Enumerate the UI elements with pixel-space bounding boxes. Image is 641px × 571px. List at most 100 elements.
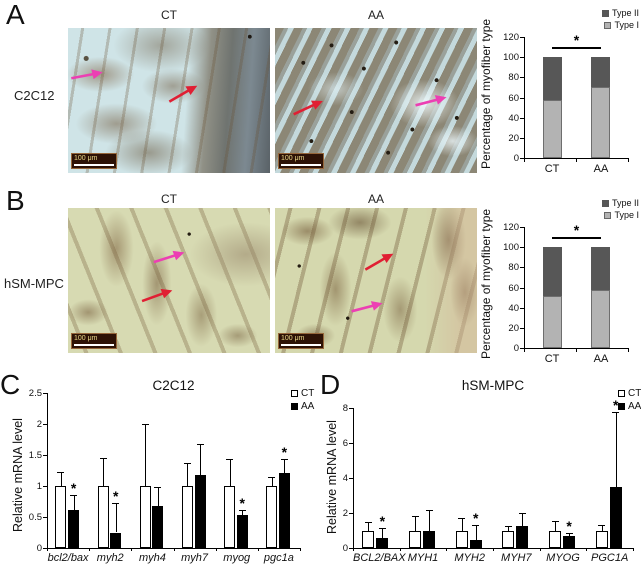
y-tick-label: 0.5: [28, 512, 42, 523]
x-tick-label: PGC1A: [591, 552, 629, 564]
stacked-bar-segment-type-ii: [591, 57, 611, 88]
bar-aa: [563, 535, 576, 548]
x-tick-label: myh4: [138, 552, 166, 564]
panel-c-label: C: [0, 369, 21, 400]
row-label-c2c12: C2C12: [14, 88, 55, 103]
y-tick-mark: [43, 486, 47, 487]
stacked-bar-segment-type-i: [542, 295, 562, 348]
bar-aa: [110, 532, 122, 548]
error-bar: [569, 533, 571, 536]
y-tick-mark: [520, 77, 524, 79]
error-bar: [115, 503, 117, 533]
y-tick-label: 60: [508, 92, 519, 104]
error-bar-cap: [551, 520, 559, 522]
significance-asterisk: *: [612, 396, 619, 413]
scale-bar: 100 μm: [71, 333, 117, 349]
bar-aa: [609, 486, 622, 548]
error-bar: [461, 518, 463, 531]
significance-asterisk: *: [379, 512, 386, 529]
bar-ct: [502, 530, 515, 548]
scale-bar-line: [281, 344, 321, 346]
x-tick-mark: [539, 548, 541, 551]
scale-bar-label: 100 μm: [281, 335, 305, 342]
x-tick-label: MYH2: [454, 552, 485, 564]
error-bar-cap: [280, 458, 288, 460]
y-tick-label: 60: [508, 282, 519, 294]
magenta-arrow-icon: [71, 69, 103, 80]
y-tick-label: 0: [36, 543, 42, 554]
micrograph-c2c12-aa: 100 μm: [275, 28, 477, 173]
y-tick-label: 100: [503, 52, 519, 64]
category-label: AA: [593, 353, 609, 365]
legend-label: Type I: [614, 20, 639, 30]
error-bar: [615, 411, 617, 487]
panel-b-label: B: [6, 185, 25, 216]
error-bar-cap: [141, 424, 149, 425]
x-tick-mark: [215, 548, 217, 551]
significance-asterisk: *: [281, 443, 288, 460]
bar-ct: [266, 486, 278, 548]
column-header-ct-a: CT: [161, 8, 177, 22]
magenta-arrow-icon: [351, 301, 383, 313]
red-arrow-icon: [168, 85, 198, 103]
y-tick-label: 40: [508, 112, 519, 124]
bar-ct: [224, 486, 236, 548]
error-bar: [475, 525, 477, 541]
category-label: CT: [544, 353, 560, 365]
significance-asterisk: *: [573, 32, 580, 49]
y-tick-label: 1: [36, 481, 42, 492]
red-arrow-icon: [293, 100, 323, 116]
x-tick-mark: [524, 158, 525, 162]
y-tick-label: 0: [342, 543, 348, 554]
y-tick-mark: [349, 408, 353, 409]
legend-swatch: [601, 199, 609, 207]
significance-asterisk: *: [573, 222, 580, 239]
y-tick-label: 40: [508, 302, 519, 314]
error-bar: [103, 458, 105, 486]
y-tick-mark: [349, 513, 353, 514]
bar-ct: [55, 486, 67, 548]
y-tick-mark: [520, 307, 524, 309]
error-bar-cap: [472, 525, 480, 527]
y-tick-mark: [349, 548, 353, 549]
x-tick-mark: [446, 548, 448, 551]
significance-asterisk: *: [566, 518, 572, 535]
error-bar: [555, 520, 557, 531]
stacked-bar-segment-type-i: [591, 289, 611, 348]
x-tick-mark: [399, 548, 401, 551]
red-arrow-icon: [141, 288, 173, 303]
x-tick-mark: [576, 158, 577, 162]
error-bar-cap: [411, 515, 419, 517]
scale-bar-label: 100 μm: [74, 155, 98, 162]
y-tick-label: 2: [342, 508, 348, 519]
significance-line: [552, 237, 601, 239]
legend-item: CT: [291, 388, 314, 399]
legend-item: Type I: [604, 210, 639, 220]
scale-bar: 100 μm: [71, 153, 117, 169]
x-tick-label: BCL2/BAX: [353, 552, 406, 564]
plot-area: [524, 37, 629, 159]
error-bar: [601, 525, 603, 531]
y-tick-label: 20: [508, 322, 519, 334]
error-bar-cap: [425, 509, 433, 511]
bar-aa: [194, 475, 206, 548]
magenta-arrow-icon: [415, 95, 447, 107]
x-tick-mark: [257, 548, 259, 551]
y-tick-label: 80: [508, 262, 519, 274]
error-bar-cap: [196, 444, 204, 446]
x-tick-label: myh7: [181, 552, 209, 564]
bar-aa: [236, 515, 248, 548]
error-bar: [229, 458, 231, 486]
magenta-arrow-icon: [153, 250, 185, 264]
y-tick-label: 20: [508, 132, 519, 144]
x-tick-mark: [628, 348, 629, 352]
error-bar: [157, 487, 159, 507]
scale-bar-line: [74, 164, 114, 166]
bar-ct: [409, 530, 422, 548]
y-tick-mark: [520, 267, 524, 269]
error-bar-cap: [70, 495, 78, 497]
error-bar-cap: [112, 503, 120, 505]
x-tick-label: MYH7: [501, 552, 532, 564]
legend-label: AA: [301, 401, 315, 412]
y-tick-mark: [520, 287, 524, 289]
